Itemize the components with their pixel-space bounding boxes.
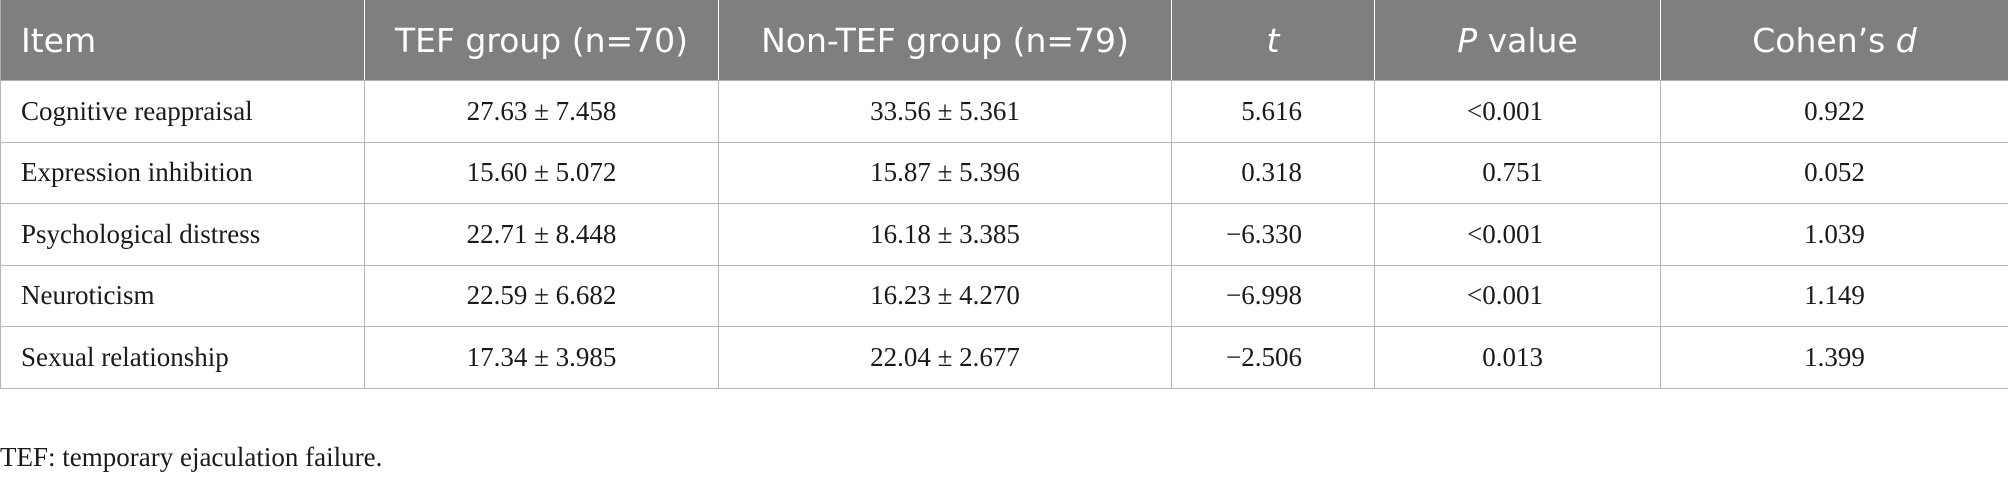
results-table-container: Item TEF group (n=70) Non-TEF group (n=7… <box>0 0 2008 389</box>
header-p-value: P value <box>1374 0 1661 81</box>
cell-tef: 17.34 ± 3.985 <box>364 326 719 389</box>
header-t: t <box>1171 0 1375 81</box>
cell-item: Cognitive reappraisal <box>0 80 365 143</box>
cell-t: −6.998 <box>1171 264 1375 327</box>
results-table: Item TEF group (n=70) Non-TEF group (n=7… <box>0 0 2008 389</box>
cell-tef: 22.59 ± 6.682 <box>364 264 719 327</box>
header-p-label: P <box>1457 20 1478 60</box>
cell-item: Neuroticism <box>0 264 365 327</box>
cell-p: 0.751 <box>1374 141 1661 204</box>
cell-non-tef: 22.04 ± 2.677 <box>718 326 1172 389</box>
table-row: Sexual relationship 17.34 ± 3.985 22.04 … <box>0 326 2008 389</box>
cell-tef: 27.63 ± 7.458 <box>364 80 719 143</box>
cell-tef: 15.60 ± 5.072 <box>364 141 719 204</box>
cell-tef: 22.71 ± 8.448 <box>364 203 719 266</box>
table-body: Cognitive reappraisal 27.63 ± 7.458 33.5… <box>0 80 2008 389</box>
cell-non-tef: 16.18 ± 3.385 <box>718 203 1172 266</box>
cell-p: <0.001 <box>1374 264 1661 327</box>
table-header: Item TEF group (n=70) Non-TEF group (n=7… <box>0 0 2008 81</box>
cell-item: Psychological distress <box>0 203 365 266</box>
cell-t: −2.506 <box>1171 326 1375 389</box>
header-cohens-d-symbol: d <box>1895 20 1917 60</box>
table-footnote: TEF: temporary ejaculation failure. <box>0 442 383 472</box>
header-row: Item TEF group (n=70) Non-TEF group (n=7… <box>0 0 2008 81</box>
cell-d: 0.052 <box>1660 141 2008 204</box>
table-row: Expression inhibition 15.60 ± 5.072 15.8… <box>0 141 2008 204</box>
header-item: Item <box>0 0 365 81</box>
cell-d: 1.039 <box>1660 203 2008 266</box>
cell-non-tef: 15.87 ± 5.396 <box>718 141 1172 204</box>
cell-non-tef: 16.23 ± 4.270 <box>718 264 1172 327</box>
cell-d: 0.922 <box>1660 80 2008 143</box>
table-row: Neuroticism 22.59 ± 6.682 16.23 ± 4.270 … <box>0 264 2008 327</box>
cell-p: <0.001 <box>1374 80 1661 143</box>
cell-item: Sexual relationship <box>0 326 365 389</box>
header-cohens-prefix: Cohen’s <box>1752 20 1896 60</box>
table-row: Psychological distress 22.71 ± 8.448 16.… <box>0 203 2008 266</box>
header-cohens-d: Cohen’s d <box>1660 0 2008 81</box>
cell-p: 0.013 <box>1374 326 1661 389</box>
cell-t: 5.616 <box>1171 80 1375 143</box>
cell-item: Expression inhibition <box>0 141 365 204</box>
cell-t: −6.330 <box>1171 203 1375 266</box>
header-non-tef-group: Non-TEF group (n=79) <box>718 0 1172 81</box>
cell-d: 1.149 <box>1660 264 2008 327</box>
cell-p: <0.001 <box>1374 203 1661 266</box>
header-tef-group: TEF group (n=70) <box>364 0 719 81</box>
table-row: Cognitive reappraisal 27.63 ± 7.458 33.5… <box>0 80 2008 143</box>
header-t-label: t <box>1266 20 1280 60</box>
cell-non-tef: 33.56 ± 5.361 <box>718 80 1172 143</box>
cell-d: 1.399 <box>1660 326 2008 389</box>
header-p-suffix: value <box>1477 20 1578 60</box>
cell-t: 0.318 <box>1171 141 1375 204</box>
